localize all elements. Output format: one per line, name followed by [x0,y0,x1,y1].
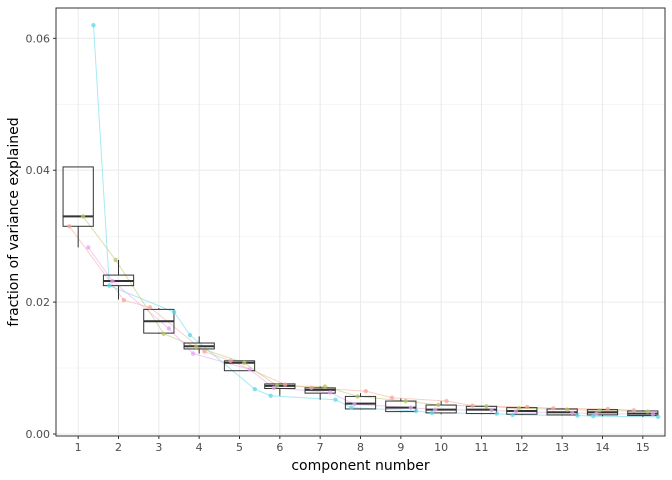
series-point [194,344,199,350]
series-point [309,385,314,391]
series-point [484,404,489,409]
series-point [352,402,357,407]
series-point [564,407,570,412]
series-point [67,224,72,229]
series-point [605,406,611,412]
series-point [147,305,153,310]
y-tick-label: 0.04 [26,164,51,177]
series-point [166,326,172,331]
series-point [86,245,91,250]
series-point [161,331,166,336]
x-tick-label: 5 [236,441,243,454]
series-point [91,22,96,28]
series-point [489,408,494,413]
series-point [282,382,288,387]
series-point [570,410,575,416]
series-point [650,412,656,417]
grid [56,8,665,436]
series-point [202,349,207,354]
x-tick-label: 14 [595,441,609,454]
series-point [597,408,602,413]
series-point [413,408,419,414]
series-point [355,394,360,399]
series-point [228,358,233,364]
x-tick-label: 10 [434,441,448,454]
x-tick-label: 1 [75,441,82,454]
series-point [363,388,369,394]
series-point [113,257,118,263]
y-axis-title: fraction of variance explained [6,117,22,326]
x-tick-label: 2 [115,441,122,454]
series-point [524,404,530,410]
series-point [551,406,556,411]
series-point [645,409,650,414]
series-point [247,367,252,372]
series-point [389,395,395,400]
series-point [655,414,661,420]
boxplots [62,166,659,417]
x-tick-label: 7 [317,441,324,454]
x-tick-label: 8 [357,441,364,454]
series-point [333,397,338,402]
series-point [470,403,475,408]
series-point [268,393,273,398]
x-tick-label: 6 [276,441,283,454]
series-point [322,384,328,389]
x-tick-label: 9 [397,441,404,454]
series-point [494,411,500,416]
series-point [444,398,449,404]
series-point [121,297,127,303]
box [223,360,256,372]
series-point [432,407,438,412]
x-tick-label: 3 [155,441,162,454]
series-point [274,383,280,389]
series-point [242,360,247,365]
series-point [510,412,515,418]
series-point [171,309,177,315]
x-tick-label: 15 [636,441,650,454]
box [62,166,94,227]
box [385,400,417,413]
series-points [67,22,661,420]
series-point [107,283,112,288]
series-point [436,402,441,408]
y-tick-label: 0.06 [26,32,51,45]
series-point [408,405,414,410]
series-point [110,278,115,284]
series-point [187,332,193,338]
series-point [591,414,596,419]
x-tick-label: 4 [196,441,203,454]
series-point [575,413,580,418]
series-point [403,398,408,404]
series-point [594,411,599,416]
series-point [271,385,276,391]
x-axis-title: component number [291,458,430,474]
x-tick-label: 11 [474,441,488,454]
series-point [513,409,518,414]
series-point [80,214,86,219]
series-point [429,410,435,416]
series-point [328,390,333,395]
x-tick-label: 12 [515,441,529,454]
series-point [252,386,258,392]
series-point [349,405,354,410]
series-point [631,408,637,413]
axes: 0.000.020.040.061 2 3 4 5 6 7 8 9 10 11 12 13 14 15 [26,32,650,454]
x-tick-label: 13 [555,441,569,454]
y-tick-label: 0.00 [26,428,51,441]
series-point [516,406,522,411]
series-point [190,351,196,356]
y-tick-label: 0.02 [26,296,51,309]
